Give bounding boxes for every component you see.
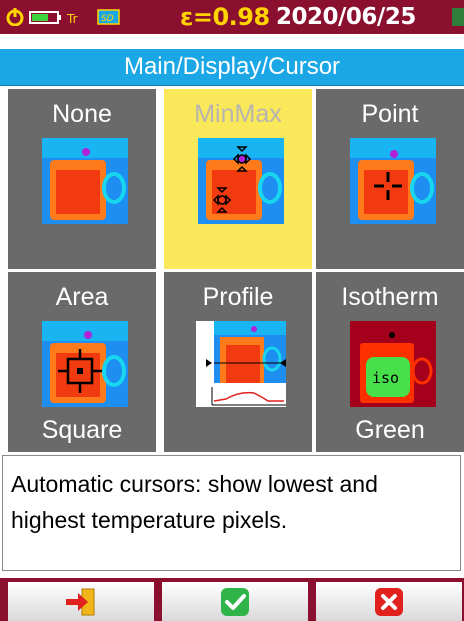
- cancel-x-icon: [375, 587, 403, 616]
- bottom-toolbar: [0, 578, 464, 621]
- svg-text:Tr: Tr: [66, 12, 78, 26]
- thermal-mug-icon: [42, 138, 128, 224]
- confirm-button[interactable]: [162, 582, 308, 621]
- tile-minmax[interactable]: MinMax: [164, 89, 312, 269]
- tile-label: Area: [55, 283, 109, 311]
- power-icon: [6, 8, 24, 26]
- tile-label: Point: [361, 100, 419, 128]
- cursor-mode-grid: None MinMax Point: [0, 86, 464, 452]
- tile-point[interactable]: Point: [316, 89, 464, 269]
- battery-icon: [29, 11, 61, 24]
- tile-label: Isotherm: [341, 283, 439, 311]
- signal-icon: Tr: [66, 12, 78, 26]
- tile-label: Profile: [202, 283, 274, 311]
- page-title: Main/Display/Cursor: [0, 49, 464, 86]
- tile-area[interactable]: Area Square: [8, 272, 156, 452]
- tile-none[interactable]: None: [8, 89, 156, 269]
- emissivity-readout: ε=0.98: [180, 3, 270, 31]
- status-bar: Tr SD ε=0.98 2020/06/25 10:21:06: [0, 0, 464, 64]
- svg-text:SD: SD: [101, 14, 114, 24]
- tile-profile[interactable]: Profile: [164, 272, 312, 452]
- cursor-description: Automatic cursors: show lowest and highe…: [2, 455, 461, 571]
- exit-icon: [66, 588, 95, 615]
- status-edge-icon: [452, 8, 464, 26]
- memory-card-icon: SD: [97, 9, 120, 25]
- tile-sublabel: Square: [41, 416, 123, 444]
- exit-button[interactable]: [8, 582, 154, 621]
- tile-isotherm[interactable]: Isotherm iso Green: [316, 272, 464, 452]
- thermal-mug-area-icon: [42, 321, 128, 407]
- thermal-mug-point-icon: [350, 138, 436, 224]
- thermal-profile-icon: [196, 321, 286, 407]
- tile-label: None: [52, 100, 112, 128]
- tile-label: MinMax: [194, 100, 282, 128]
- datetime-readout: 2020/06/25 10:21:06: [276, 4, 416, 64]
- isotherm-overlay-text: iso: [372, 369, 399, 387]
- confirm-check-icon: [221, 587, 249, 616]
- thermal-isotherm-icon: iso: [350, 321, 436, 407]
- tile-sublabel: Green: [355, 416, 425, 444]
- thermal-mug-minmax-icon: [198, 138, 284, 224]
- cancel-button[interactable]: [316, 582, 462, 621]
- status-icons: Tr SD: [4, 8, 121, 26]
